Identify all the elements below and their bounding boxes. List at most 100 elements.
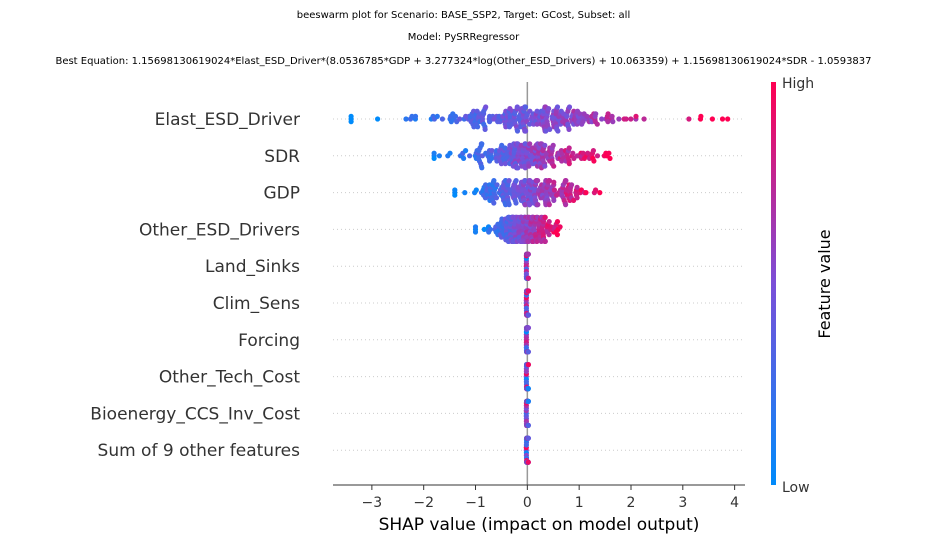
feature-label: Land_Sinks <box>205 257 300 277</box>
swarm-dot <box>563 202 569 208</box>
swarm-dot <box>525 398 532 404</box>
swarm-dot <box>494 182 500 188</box>
swarm-dot <box>527 202 533 208</box>
swarm-dot <box>566 104 573 110</box>
x-tick-label: 4 <box>730 495 739 511</box>
swarm-dot <box>525 349 531 355</box>
feature-label: Other_Tech_Cost <box>159 368 300 388</box>
swarm-dot <box>479 141 485 147</box>
swarm-dot <box>412 113 419 119</box>
x-tick-label: −1 <box>465 495 486 511</box>
swarm-dot <box>609 113 615 119</box>
swarm-dot <box>467 153 473 159</box>
feature-label: Elast_ESD_Driver <box>155 110 300 130</box>
swarm-dot <box>491 178 497 184</box>
feature-label: GDP <box>263 184 300 204</box>
swarm-dot <box>514 104 520 110</box>
swarm-dot <box>543 128 549 134</box>
swarm-dot <box>566 126 572 132</box>
feature-label: Forcing <box>238 331 300 351</box>
feature-label: SDR <box>264 147 300 167</box>
swarm-dot <box>526 163 532 169</box>
swarm-dot <box>522 202 528 208</box>
chart-title-line-3: Best Equation: 1.15698130619024*Elast_ES… <box>55 56 872 67</box>
swarm-dot <box>514 128 521 134</box>
swarm-dot <box>546 106 552 112</box>
swarm-dot <box>709 116 716 122</box>
swarm-dot <box>551 163 557 169</box>
swarm-dot <box>491 200 497 206</box>
swarm-dot <box>628 116 634 122</box>
swarm-dot <box>447 150 453 156</box>
swarm-dot <box>489 155 495 161</box>
swarm-dot <box>535 178 541 184</box>
colorbar-high-label: High <box>782 76 814 92</box>
feature-label: Sum of 9 other features <box>98 441 301 461</box>
swarm-dot <box>493 195 500 201</box>
swarm-dot <box>580 119 586 125</box>
swarm-dot <box>546 178 553 184</box>
swarm-dot <box>525 312 531 318</box>
swarm-dot <box>574 184 580 190</box>
swarm-dot <box>557 224 563 230</box>
swarm-dot <box>542 163 548 169</box>
swarm-dot <box>522 104 529 110</box>
swarm-dot <box>502 145 508 151</box>
chart-title-line-2: Model: PySRRegressor <box>407 32 520 43</box>
swarm-dot <box>641 116 647 122</box>
swarm-dot <box>610 119 616 125</box>
swarm-dot <box>550 142 556 148</box>
swarm-dot <box>591 158 597 164</box>
swarm-dot <box>513 200 519 206</box>
swarm-dot <box>551 197 557 203</box>
swarm-dot <box>566 145 572 151</box>
swarm-dot <box>566 161 572 167</box>
swarm-dot <box>555 128 561 134</box>
swarm-dot <box>506 178 512 184</box>
swarm-dot <box>472 224 479 230</box>
swarm-dot <box>585 150 591 156</box>
swarm-dot <box>597 190 603 196</box>
swarm-dot <box>535 202 541 208</box>
swarm-dot <box>525 251 531 257</box>
swarm-dot <box>546 219 552 225</box>
swarm-dot <box>375 116 381 122</box>
swarm-dot <box>616 116 622 122</box>
swarm-dot <box>725 116 731 122</box>
swarm-dot <box>574 195 580 201</box>
swarm-dot <box>542 238 548 244</box>
swarm-dot <box>452 113 459 119</box>
chart-title-line-1: beeswarm plot for Scenario: BASE_SSP2, T… <box>296 10 631 21</box>
swarm-dot <box>515 165 521 171</box>
swarm-dot <box>599 116 605 122</box>
feature-label: Bioenergy_CCS_Inv_Cost <box>90 404 300 424</box>
x-tick-label: −2 <box>413 495 434 511</box>
swarm-dot <box>546 202 552 208</box>
swarm-dot <box>594 121 600 127</box>
x-tick-label: 2 <box>627 495 636 511</box>
swarm-dot <box>719 116 726 122</box>
x-tick-label: 1 <box>575 495 584 511</box>
swarm-dot <box>525 435 531 441</box>
swarm-dot <box>472 229 479 235</box>
colorbar-title: Feature value <box>815 229 834 338</box>
feature-label: Other_ESD_Drivers <box>139 220 300 240</box>
swarm-dot <box>633 113 639 119</box>
swarm-dot <box>590 148 597 154</box>
x-tick-label: 3 <box>678 495 687 511</box>
swarm-dot <box>462 190 468 196</box>
feature-label: Clim_Sens <box>213 294 300 314</box>
swarm-dot <box>542 214 548 220</box>
swarm-dot <box>606 150 612 156</box>
swarm-dot <box>502 161 508 167</box>
swarm-dot <box>686 116 692 122</box>
swarm-dot <box>431 150 437 156</box>
swarm-dot <box>525 362 532 368</box>
swarm-dot <box>605 111 611 117</box>
swarm-dot <box>583 190 589 196</box>
swarm-dot <box>434 113 440 119</box>
swarm-dot <box>403 116 409 122</box>
swarm-dot <box>439 116 445 122</box>
swarm-dot <box>483 104 489 110</box>
swarm-dot <box>348 113 354 119</box>
